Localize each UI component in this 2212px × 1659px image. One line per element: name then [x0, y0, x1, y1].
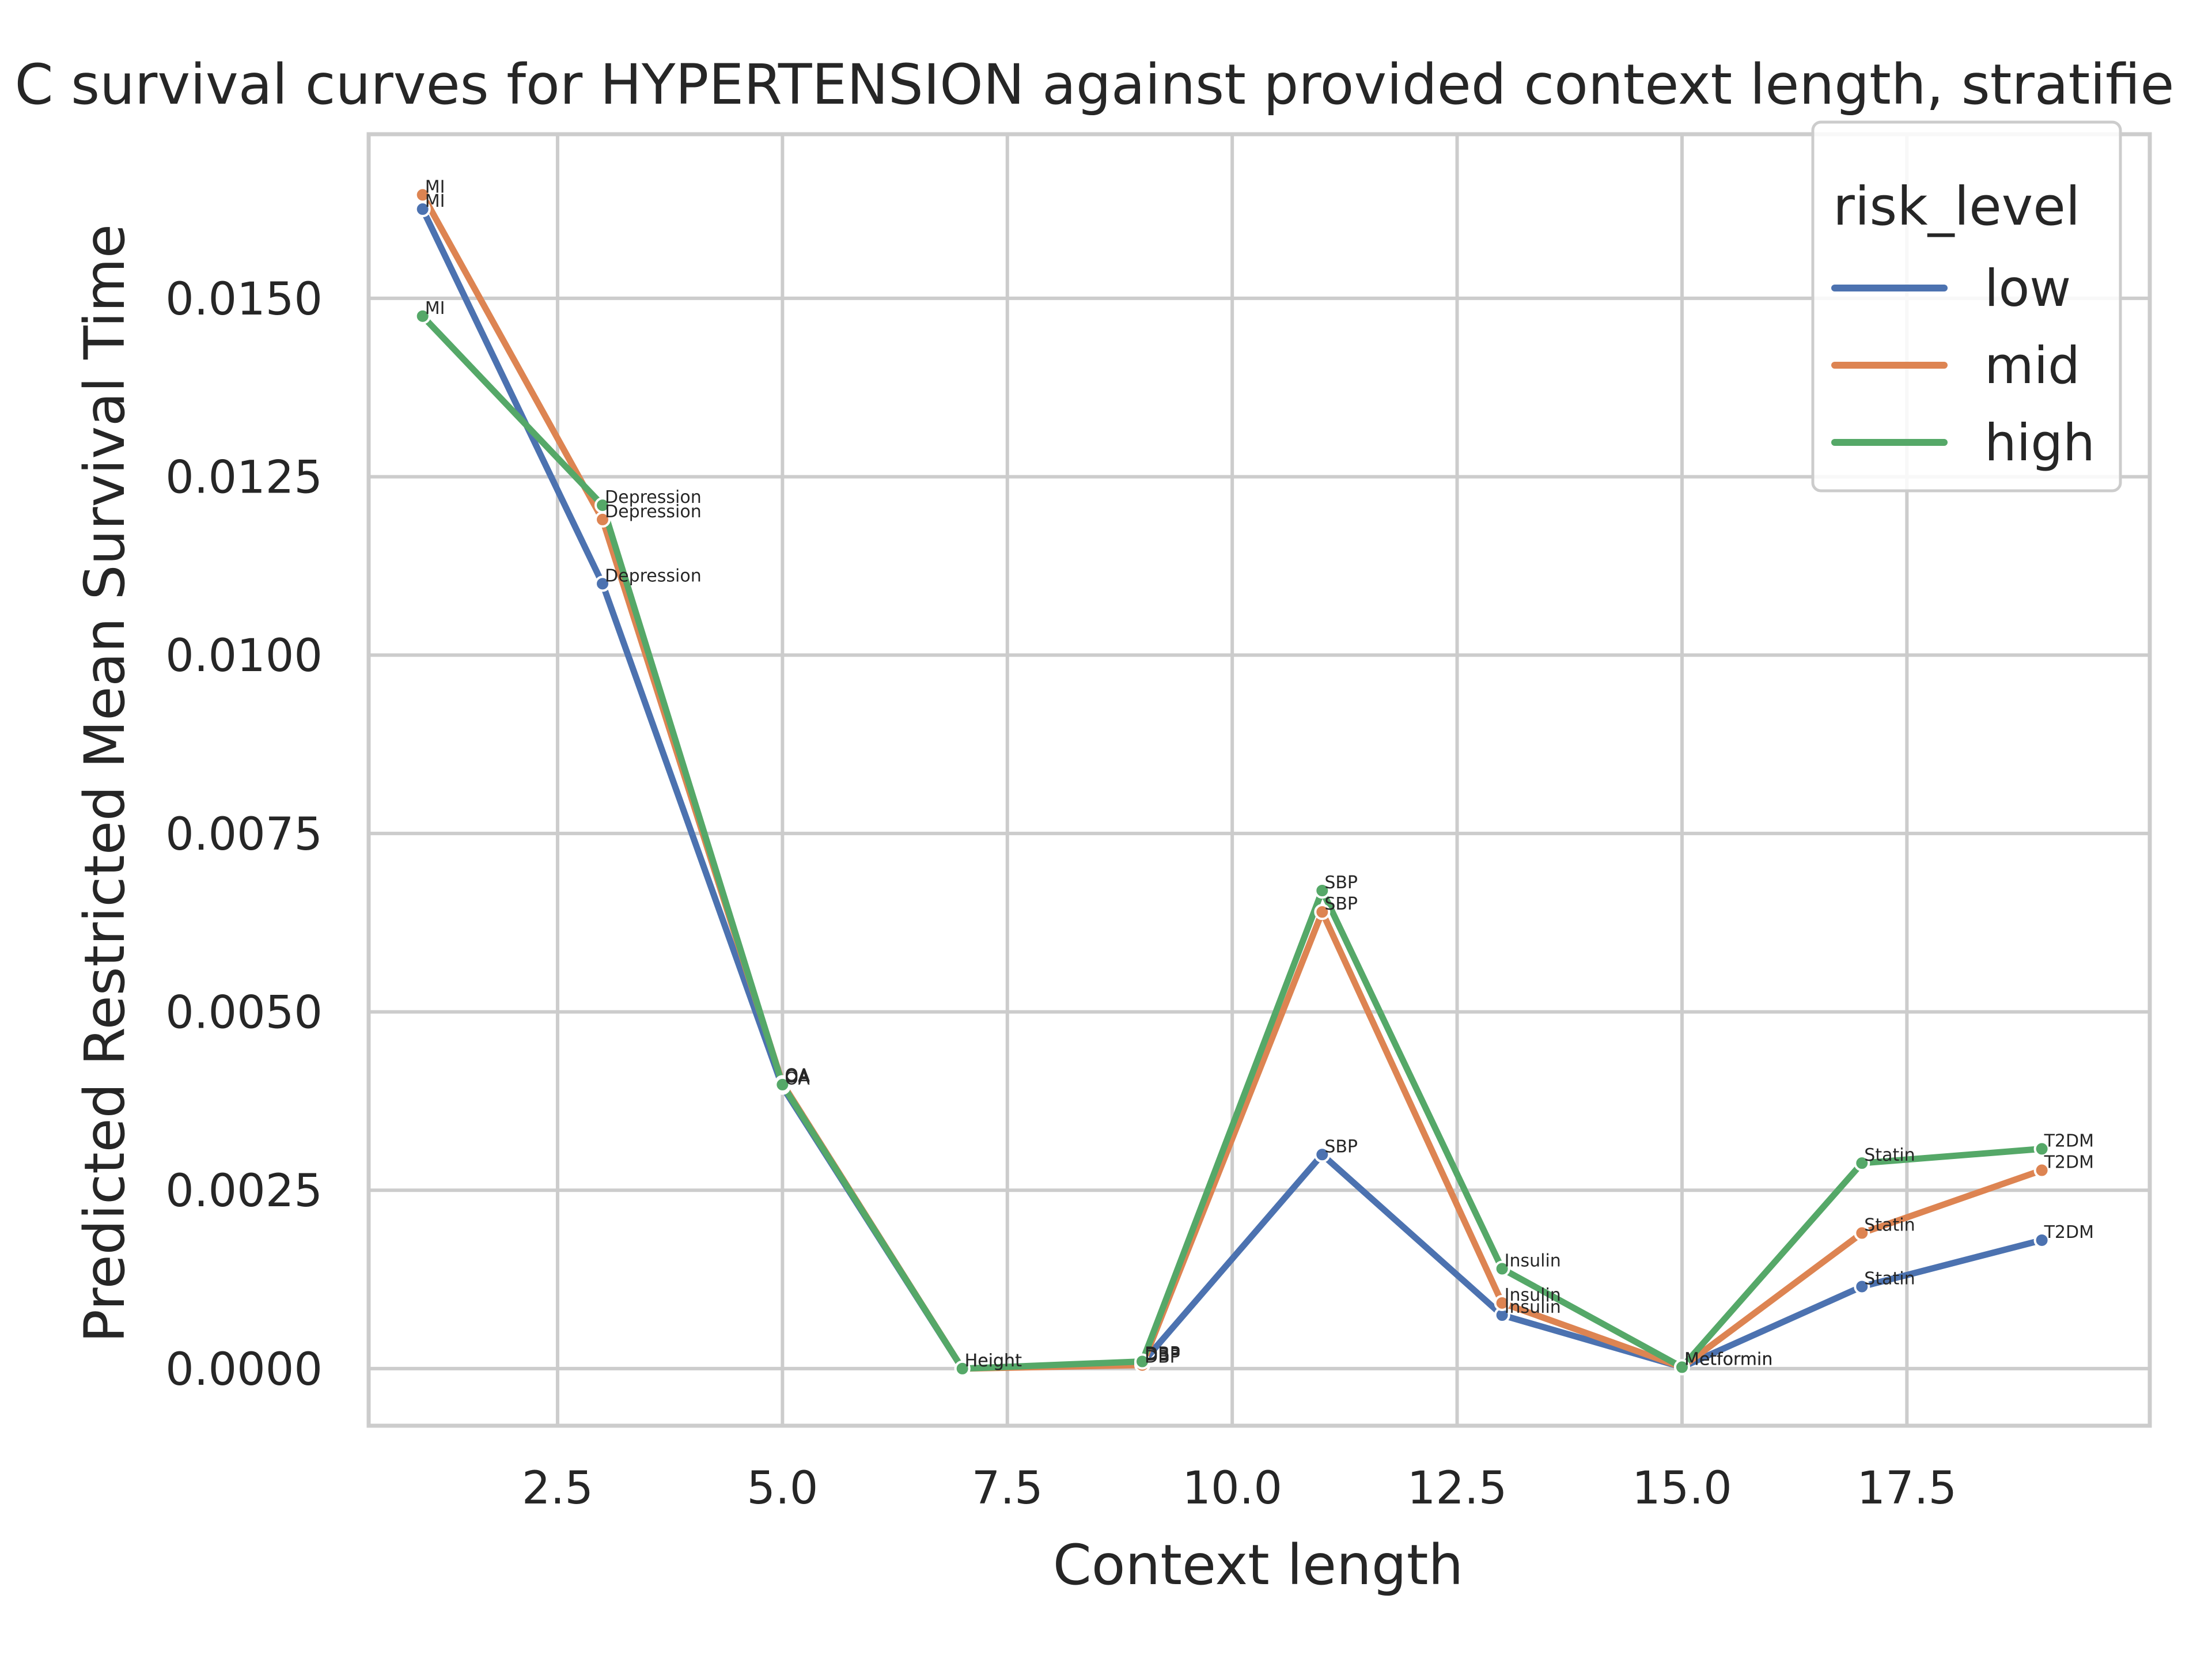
- data-point-high: [954, 1360, 971, 1377]
- point-label: SBP: [1324, 873, 1358, 893]
- point-label: DBP: [1145, 1345, 1180, 1365]
- data-point-high: [774, 1076, 791, 1093]
- y-tick-label: 0.0025: [165, 1165, 323, 1217]
- legend: risk_level low mid high: [1811, 120, 2122, 493]
- point-label: Insulin: [1505, 1297, 1561, 1317]
- point-label: SBP: [1324, 1137, 1358, 1157]
- series-points: [414, 187, 2050, 1377]
- y-tick-label: 0.0150: [165, 274, 323, 325]
- point-label: DBP: [1145, 1344, 1180, 1364]
- point-label: MI: [425, 298, 445, 319]
- series-line-low: [419, 206, 2046, 1372]
- x-tick-label: 15.0: [1632, 1463, 1732, 1514]
- y-tick-label: 0.0000: [165, 1344, 323, 1396]
- data-point-mid: [414, 187, 431, 203]
- legend-label-high: high: [1984, 413, 2095, 472]
- legend-title: risk_level: [1833, 176, 2080, 237]
- y-tick-label: 0.0075: [165, 809, 323, 861]
- data-point-high: [1673, 1359, 1690, 1376]
- point-label: SBP: [1324, 894, 1358, 914]
- series-lines: [419, 191, 2046, 1372]
- point-label: MI: [425, 177, 445, 197]
- data-point-high: [414, 308, 431, 324]
- point-label: T2DM: [2044, 1131, 2094, 1151]
- point-label: Height: [965, 1351, 1022, 1371]
- x-tick-label: 7.5: [972, 1463, 1043, 1514]
- legend-box: [1811, 120, 2122, 493]
- point-label: Metformin: [1684, 1349, 1772, 1369]
- data-point-high: [1494, 1260, 1510, 1277]
- point-label: Statin: [1864, 1215, 1915, 1236]
- x-tick-label: 17.5: [1857, 1463, 1957, 1514]
- chart-title: C survival curves for HYPERTENSION again…: [15, 52, 2175, 117]
- y-axis-label: Predicted Restricted Mean Survival Time: [73, 224, 137, 1343]
- data-point-high: [2033, 1141, 2050, 1157]
- data-point-mid: [1494, 1294, 1510, 1311]
- data-point-high: [1854, 1155, 1870, 1172]
- point-label: OA: [785, 1067, 810, 1087]
- point-label: Statin: [1864, 1145, 1915, 1165]
- y-ticks: 0.0000 0.0025 0.0050 0.0075 0.0100 0.0125 0.01…: [165, 274, 323, 1396]
- x-ticks: 2.5 5.0 7.5 10.0 12.5 15.0 17.5: [522, 1463, 1957, 1514]
- y-tick-label: 0.0100: [165, 630, 323, 682]
- point-label: Insulin: [1505, 1251, 1561, 1271]
- data-point-low: [594, 575, 611, 592]
- point-label: Depression: [605, 487, 702, 507]
- data-point-mid: [1314, 904, 1331, 921]
- data-point-high: [594, 497, 611, 514]
- data-point-mid: [2033, 1162, 2050, 1179]
- point-labels: MI Depression OA Height DBP SBP Insulin Metform…: [425, 177, 2094, 1371]
- x-tick-label: 10.0: [1182, 1463, 1282, 1514]
- point-label: OA: [785, 1069, 810, 1089]
- data-point-low: [2033, 1232, 2050, 1248]
- point-label: DBP: [1145, 1347, 1180, 1368]
- point-label: Depression: [605, 566, 702, 586]
- point-label: T2DM: [2044, 1222, 2094, 1243]
- point-label: Metformin: [1684, 1349, 1772, 1369]
- point-label: Insulin: [1505, 1285, 1561, 1305]
- legend-items: low mid high: [1831, 259, 2095, 472]
- y-tick-label: 0.0125: [165, 452, 323, 504]
- y-tick-label: 0.0050: [165, 987, 323, 1039]
- series-line-high: [419, 313, 2046, 1372]
- x-tick-label: 12.5: [1407, 1463, 1508, 1514]
- data-point-low: [1314, 1146, 1331, 1163]
- data-point-low: [1854, 1278, 1870, 1295]
- data-point-high: [1314, 882, 1331, 899]
- x-axis-label: Context length: [1053, 1533, 1464, 1597]
- point-label: T2DM: [2044, 1153, 2094, 1173]
- point-label: Height: [965, 1351, 1022, 1371]
- x-tick-label: 5.0: [747, 1463, 818, 1514]
- point-label: Statin: [1864, 1268, 1915, 1289]
- point-label: Metformin: [1684, 1349, 1772, 1369]
- x-tick-label: 2.5: [522, 1463, 593, 1514]
- point-label: OA: [785, 1065, 810, 1085]
- legend-label-low: low: [1984, 259, 2071, 318]
- point-label: Height: [965, 1351, 1022, 1371]
- point-label: MI: [425, 191, 445, 211]
- data-point-high: [1134, 1353, 1150, 1370]
- data-point-mid: [1854, 1225, 1870, 1241]
- point-label: Depression: [605, 502, 702, 522]
- plot-frame: [366, 132, 2152, 1428]
- legend-label-mid: mid: [1984, 336, 2080, 395]
